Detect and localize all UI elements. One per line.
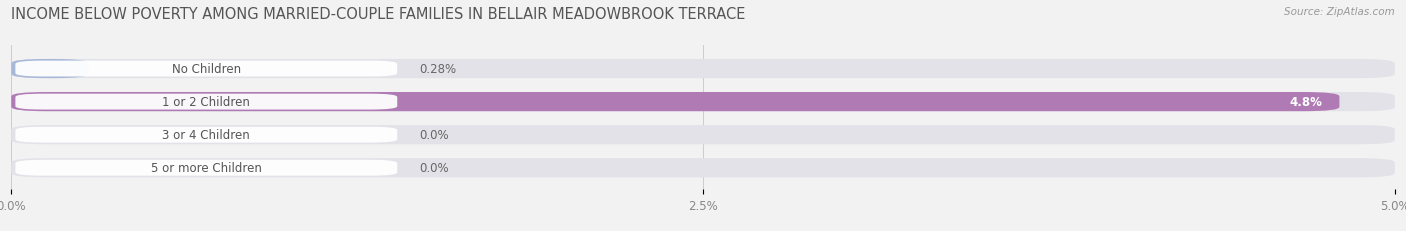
Text: 4.8%: 4.8% — [1289, 96, 1323, 109]
FancyBboxPatch shape — [15, 160, 398, 176]
Text: 5 or more Children: 5 or more Children — [150, 161, 262, 174]
FancyBboxPatch shape — [15, 94, 398, 110]
FancyBboxPatch shape — [11, 93, 1395, 112]
FancyBboxPatch shape — [11, 93, 1340, 112]
Text: INCOME BELOW POVERTY AMONG MARRIED-COUPLE FAMILIES IN BELLAIR MEADOWBROOK TERRAC: INCOME BELOW POVERTY AMONG MARRIED-COUPL… — [11, 7, 745, 22]
Text: No Children: No Children — [172, 63, 240, 76]
FancyBboxPatch shape — [11, 125, 1395, 145]
Text: 0.28%: 0.28% — [419, 63, 457, 76]
FancyBboxPatch shape — [11, 158, 1395, 178]
Text: Source: ZipAtlas.com: Source: ZipAtlas.com — [1284, 7, 1395, 17]
Text: 3 or 4 Children: 3 or 4 Children — [163, 129, 250, 142]
FancyBboxPatch shape — [15, 61, 398, 77]
FancyBboxPatch shape — [11, 60, 1395, 79]
Text: 1 or 2 Children: 1 or 2 Children — [162, 96, 250, 109]
Text: 0.0%: 0.0% — [419, 161, 449, 174]
FancyBboxPatch shape — [11, 60, 89, 79]
FancyBboxPatch shape — [15, 127, 398, 143]
Text: 0.0%: 0.0% — [419, 129, 449, 142]
